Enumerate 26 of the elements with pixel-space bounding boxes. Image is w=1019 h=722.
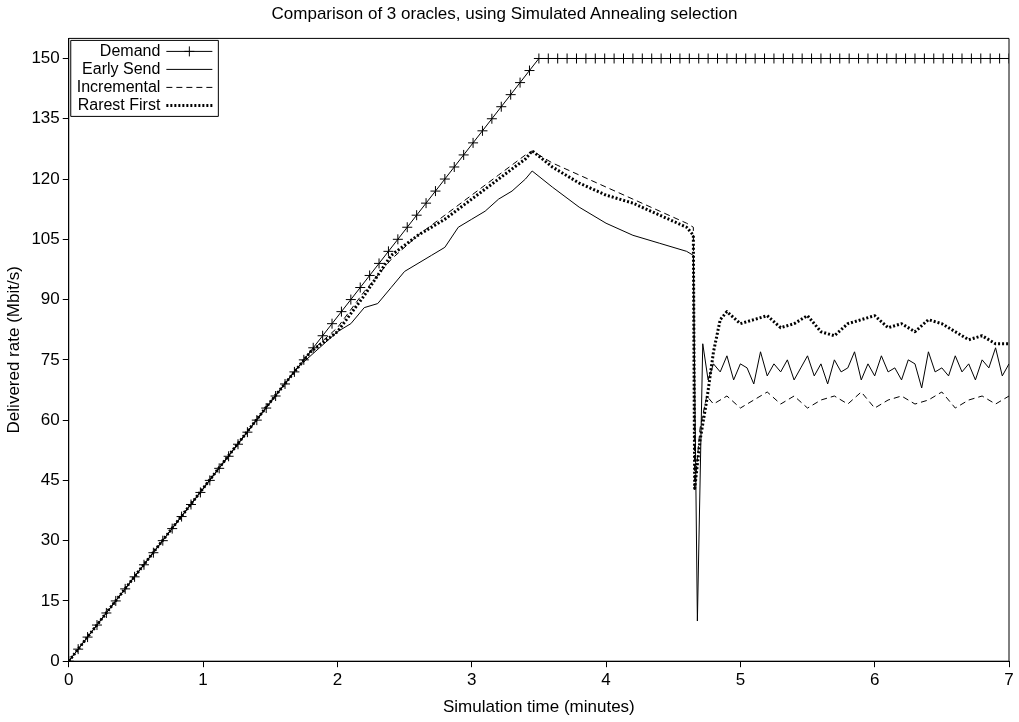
y-tick-label: 45 (40, 470, 60, 490)
x-tick-label: 2 (332, 670, 343, 690)
y-tick-label: 15 (40, 590, 60, 610)
legend-label: Demand (99, 41, 161, 59)
x-tick-label: 4 (601, 670, 611, 690)
x-axis-title: Simulation time (minutes) (442, 697, 635, 717)
y-tick-label: 0 (50, 650, 60, 670)
y-tick-label: 105 (31, 228, 60, 248)
legend-label: Rarest First (77, 95, 161, 113)
y-tick-label: 60 (40, 409, 60, 429)
y-tick-label: 90 (40, 289, 60, 309)
x-tick-label: 1 (198, 670, 208, 690)
x-tick-label: 0 (64, 670, 74, 690)
y-tick-label: 120 (31, 168, 60, 188)
x-tick-label: 5 (735, 670, 746, 690)
legend-label: Incremental (76, 77, 161, 95)
legend-label: Early Send (82, 59, 161, 77)
y-axis-title: Delivered rate (Mbit/s) (3, 266, 23, 434)
x-tick-label: 3 (466, 670, 477, 690)
chart-title: Comparison of 3 oracles, using Simulated Annealing selection (271, 3, 738, 23)
y-tick-label: 75 (40, 349, 60, 369)
x-tick-label: 7 (1004, 670, 1014, 690)
x-tick-label: 6 (869, 670, 880, 690)
y-tick-label: 150 (31, 48, 60, 68)
y-tick-label: 135 (31, 108, 60, 128)
y-tick-label: 30 (40, 530, 60, 550)
